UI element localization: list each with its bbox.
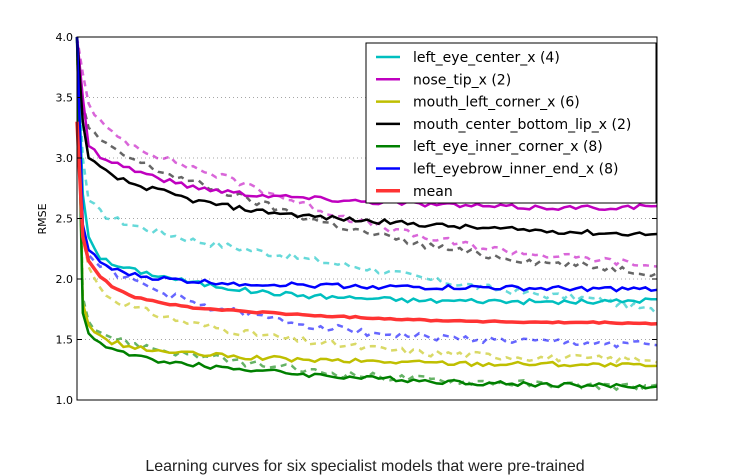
- series-solid-left-eye-inner-corner-x-8: [75, 36, 658, 390]
- y-axis: 1.0 1.5 2.0 2.5 3.0 3.5 4.0: [56, 31, 657, 407]
- y-tick-label: 1.0: [56, 394, 74, 407]
- legend-label: left_eye_inner_corner_x (8): [413, 139, 603, 155]
- y-axis-label: RMSE: [36, 203, 49, 234]
- y-tick-label: 1.5: [56, 334, 74, 347]
- y-tick-label: 2.5: [56, 213, 74, 226]
- series-lines: [75, 36, 658, 393]
- series-dashed-left-eyebrow-inner-end-x-8: [75, 36, 658, 349]
- legend-label: mouth_left_corner_x (6): [413, 95, 580, 111]
- legend-label: left_eye_center_x (4): [413, 50, 560, 66]
- series-dashed-mouth-center-bottom-lip-x-2: [75, 36, 658, 278]
- figure-caption: Learning curves for six specialist model…: [145, 458, 585, 475]
- y-tick-label: 4.0: [56, 31, 74, 44]
- legend-box: [365, 42, 657, 204]
- series-solid-left-eyebrow-inner-end-x-8: [75, 36, 658, 293]
- series-dashed-nose-tip-x-2: [75, 36, 658, 268]
- series-solid-mouth-center-bottom-lip-x-2: [75, 36, 658, 237]
- series-dashed-mouth-left-corner-x-6: [75, 36, 658, 364]
- series-dashed-left-eye-center-x-4: [75, 36, 658, 316]
- y-tick-label: 2.0: [56, 273, 74, 286]
- series-solid-mouth-left-corner-x-6: [75, 36, 658, 368]
- series-solid-mean: [75, 121, 658, 326]
- legend-label: mean: [413, 184, 453, 200]
- y-tick-label: 3.5: [56, 92, 74, 105]
- legend-label: mouth_center_bottom_lip_x (2): [413, 117, 631, 133]
- legend-label: left_eyebrow_inner_end_x (8): [413, 162, 618, 178]
- legend-label: nose_tip_x (2): [413, 72, 511, 88]
- y-tick-label: 3.0: [56, 152, 74, 165]
- legend: left_eye_center_x (4) nose_tip_x (2) mouth…: [365, 42, 657, 204]
